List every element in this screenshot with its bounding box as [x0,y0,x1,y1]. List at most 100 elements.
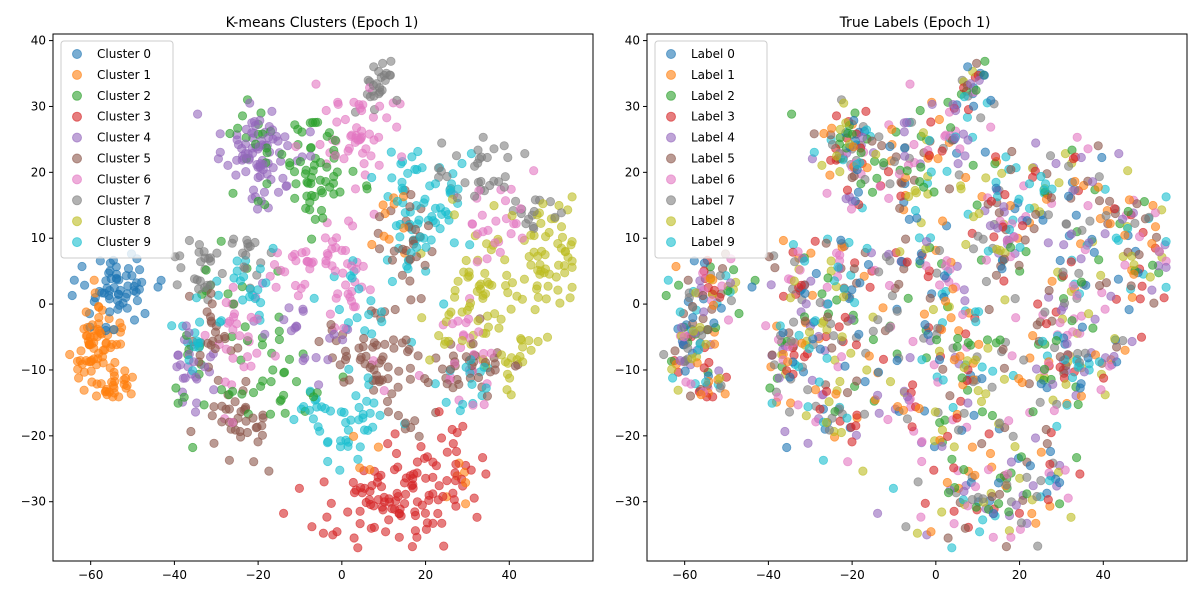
scatter-point [1036,447,1046,457]
scatter-point [1161,282,1171,292]
scatter-point [947,454,957,464]
scatter-point [115,285,126,295]
scatter-point [104,290,114,301]
scatter-point [403,168,413,178]
scatter-point [1017,221,1028,231]
scatter-point [221,297,231,308]
scatter-point [330,151,340,161]
scatter-point [394,532,404,542]
scatter-point [366,151,376,161]
scatter-point [122,303,132,313]
scatter-point [352,313,362,323]
scatter-point [129,315,140,325]
x-tick-label: −40 [162,568,187,582]
scatter-point [686,379,696,389]
scatter-point [810,236,820,246]
y-tick-label: 40 [625,34,640,48]
scatter-point [110,357,120,368]
scatter-point [1120,230,1130,240]
y-tick-label: −30 [21,495,46,509]
scatter-point [390,429,400,439]
scatter-point [553,260,564,270]
scatter-point [1129,260,1139,270]
kmeans-axes-frame [52,33,594,562]
legend-marker [72,216,82,227]
scatter-point [365,464,375,475]
scatter-point [298,306,308,316]
scatter-point [831,389,841,399]
scatter-point [1150,222,1161,232]
scatter-point [873,367,884,377]
scatter-point [461,352,471,362]
kmeans-plot-title: K-means Clusters (Epoch 1) [226,15,419,31]
scatter-point [1052,421,1062,431]
scatter-point [1079,367,1089,377]
scatter-point [981,389,991,399]
scatter-point [94,312,104,323]
scatter-point [977,362,987,372]
scatter-point [874,408,884,418]
scatter-point [468,339,478,349]
scatter-point [887,124,897,134]
legend-label: Cluster 0 [97,47,151,61]
scatter-point [667,373,678,383]
scatter-point [529,206,539,217]
scatter-point [1028,330,1038,341]
scatter-point [258,376,268,386]
scatter-point [1055,499,1065,509]
scatter-point [451,151,462,161]
scatter-point [1084,238,1094,248]
scatter-point [396,152,407,162]
scatter-point [382,396,393,407]
legend-label: Cluster 8 [97,214,151,228]
scatter-point [206,256,216,266]
scatter-point [1134,250,1144,260]
scatter-point [510,196,521,206]
scatter-point [383,373,393,384]
scatter-point [985,448,996,459]
scatter-point [825,170,835,180]
legend-marker [666,49,676,59]
scatter-point [346,261,357,271]
scatter-point [295,157,305,167]
scatter-point [766,280,776,290]
legend-marker [666,153,676,164]
scatter-point [264,466,274,476]
scatter-point [962,112,973,122]
scatter-point [443,336,454,346]
scatter-point [389,343,399,353]
scatter-point [367,172,377,183]
scatter-point [533,336,543,347]
scatter-point [821,238,831,248]
scatter-point [261,278,271,288]
true-labels-legend: Label 0 Label 1 Label 2 Label 3 Label 4 Label… [654,40,768,259]
scatter-point [1042,438,1052,449]
scatter-point [969,410,979,420]
scatter-point [1099,373,1109,383]
scatter-point [1066,257,1076,267]
scatter-point [109,324,119,335]
scatter-point [1151,232,1162,242]
scatter-point [848,142,858,152]
scatter-point [934,114,945,125]
scatter-point [398,244,408,254]
scatter-point [961,329,971,339]
scatter-point [482,152,492,163]
scatter-point [93,354,103,364]
scatter-point [439,541,449,551]
legend-marker [666,174,676,185]
scatter-point [472,257,482,267]
scatter-point [921,261,931,271]
scatter-point [217,417,227,427]
scatter-point [377,58,388,69]
scatter-point [949,355,959,365]
scatter-point [464,267,474,277]
scatter-point [336,407,346,417]
scatter-point [280,408,290,418]
scatter-point [1020,235,1030,245]
scatter-point [325,309,335,319]
scatter-point [1015,242,1025,252]
scatter-point [376,482,387,492]
scatter-point [1061,219,1071,229]
scatter-point [379,385,389,396]
